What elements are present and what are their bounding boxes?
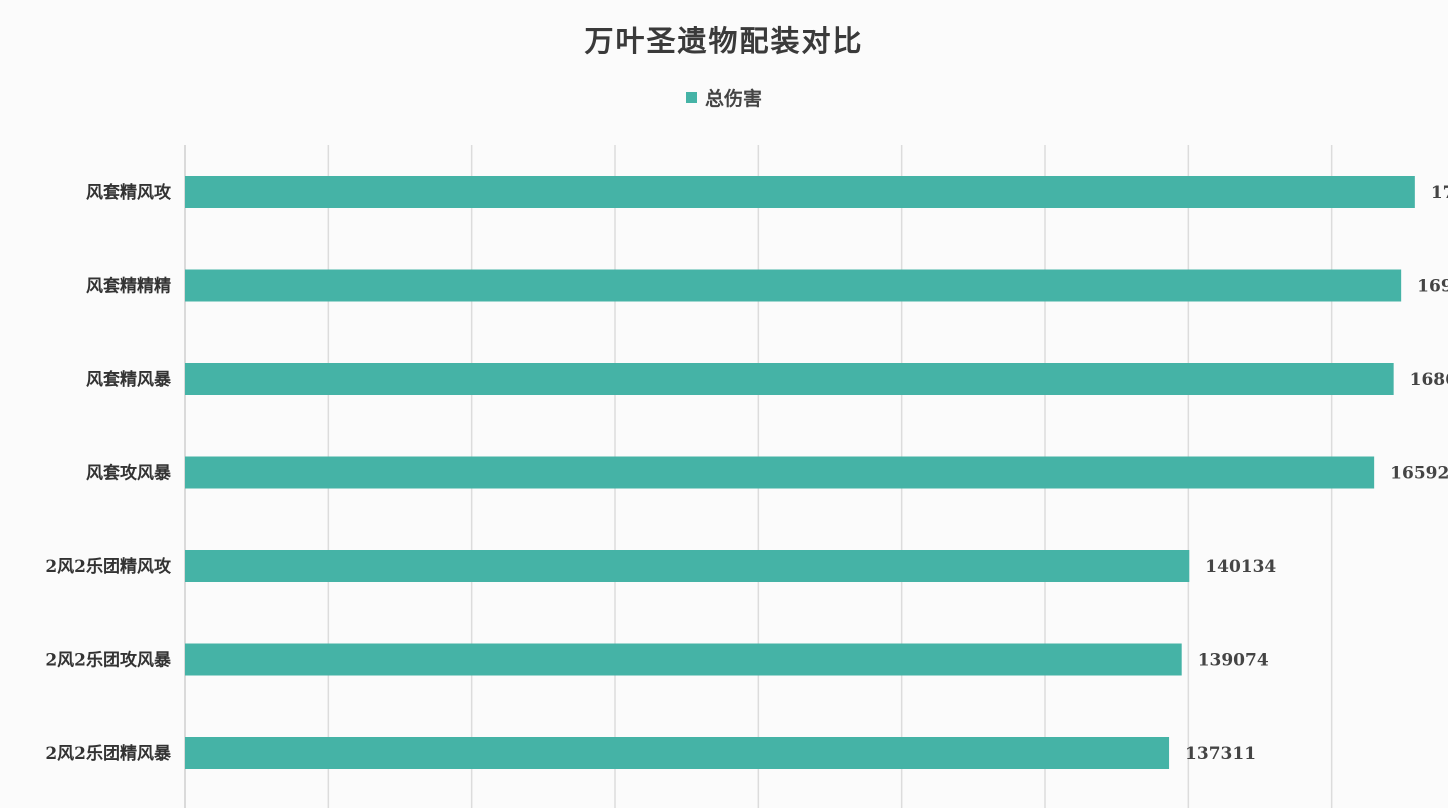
legend-label: 总伤害 xyxy=(704,88,762,110)
data-label: 168649 xyxy=(1410,370,1448,390)
category-label: 2风2乐团攻风暴 xyxy=(45,650,172,671)
chart-title: 万叶圣遗物配装对比 xyxy=(584,24,864,58)
bar xyxy=(185,737,1170,769)
legend-swatch xyxy=(685,92,697,103)
category-label: 风套攻风暴 xyxy=(86,463,172,484)
category-label: 风套精精精 xyxy=(86,276,171,297)
bar xyxy=(185,269,1402,302)
category-label: 风套精风暴 xyxy=(86,369,172,390)
legend: 总伤害 xyxy=(0,84,1448,111)
bar xyxy=(185,456,1375,489)
category-label: 2风2乐团精风暴 xyxy=(45,743,172,764)
bar xyxy=(185,363,1394,395)
data-label: 140134 xyxy=(1205,557,1276,577)
bar xyxy=(185,643,1182,676)
category-label: 风套精风攻 xyxy=(86,182,172,203)
data-label: 165929 xyxy=(1390,464,1448,484)
data-label: 139074 xyxy=(1198,651,1269,671)
data-label: 171605 xyxy=(1431,183,1448,203)
category-label: 2风2乐团精风攻 xyxy=(45,556,172,577)
data-label: 137311 xyxy=(1185,744,1256,764)
bar xyxy=(185,550,1190,582)
bar xyxy=(185,176,1415,208)
data-label: 169697 xyxy=(1417,277,1448,297)
